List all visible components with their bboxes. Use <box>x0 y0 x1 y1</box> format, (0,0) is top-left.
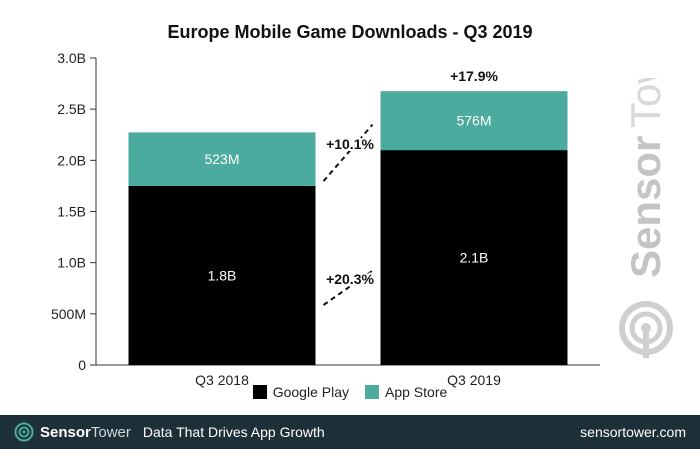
footer-brand: SensorTower <box>40 424 131 441</box>
bar-google-play <box>128 185 316 365</box>
footer-bar: SensorTower Data That Drives App Growth … <box>0 415 700 449</box>
legend-item-google-play: Google Play <box>252 384 349 400</box>
total-growth-label: +17.9% <box>450 68 498 84</box>
x-tick-label: Q3 2018 <box>195 372 249 388</box>
y-tick-label: 500M <box>51 306 86 322</box>
bar-data-label: 2.1B <box>460 250 489 266</box>
chart-svg: 0 500M 1.0B 1.5B 2.0B 2.5B 3.0B 1.8B 523M Q3 2018… <box>51 50 600 388</box>
y-tick-label: 1.5B <box>57 204 86 220</box>
footer-tagline: Data That Drives App Growth <box>142 424 325 440</box>
footer-url[interactable]: sensortower.com <box>580 424 686 440</box>
bar-google-play <box>380 150 568 365</box>
bar-app-store <box>380 91 568 151</box>
legend-item-app-store: App Store <box>365 384 447 400</box>
legend-label-app-store: App Store <box>385 384 448 400</box>
bar-data-label: 523M <box>204 151 239 167</box>
google-play-growth-connector <box>322 269 374 306</box>
legend-label-google-play: Google Play <box>272 384 349 400</box>
sensortower-watermark: Sensor Tower <box>619 78 673 358</box>
chart-title: Europe Mobile Game Downloads - Q3 2019 <box>167 22 533 42</box>
google-play-growth-label: +20.3% <box>326 271 374 287</box>
legend-swatch-google-play <box>252 385 267 399</box>
sensortower-logo-icon <box>14 422 34 442</box>
watermark-logo-icon <box>619 301 673 358</box>
footer-brand-tower: Tower <box>90 423 131 441</box>
chart-area: Europe Mobile Game Downloads - Q3 2019 0… <box>0 22 700 400</box>
x-tick-label: Q3 2019 <box>447 372 501 388</box>
y-tick-label: 3.0B <box>57 50 86 66</box>
y-tick-label: 1.0B <box>57 255 86 271</box>
y-tick-label: 0 <box>78 357 86 373</box>
legend: Google Play App Store <box>0 384 700 400</box>
y-tick-label: 2.0B <box>57 152 86 168</box>
legend-swatch-app-store <box>365 385 379 399</box>
footer-logo[interactable]: SensorTower <box>14 422 131 442</box>
bar-data-label: 576M <box>456 113 491 129</box>
y-tick-label: 2.5B <box>57 101 86 117</box>
bar-data-label: 1.8B <box>208 267 237 283</box>
footer-brand-sensor: Sensor <box>40 423 91 441</box>
watermark-sensor-text: Sensor <box>622 136 669 278</box>
watermark-tower-text: Tower <box>622 78 669 128</box>
app-store-growth-label: +10.1% <box>326 136 374 152</box>
bar-app-store <box>128 132 316 186</box>
app-store-growth-connector <box>322 123 374 182</box>
